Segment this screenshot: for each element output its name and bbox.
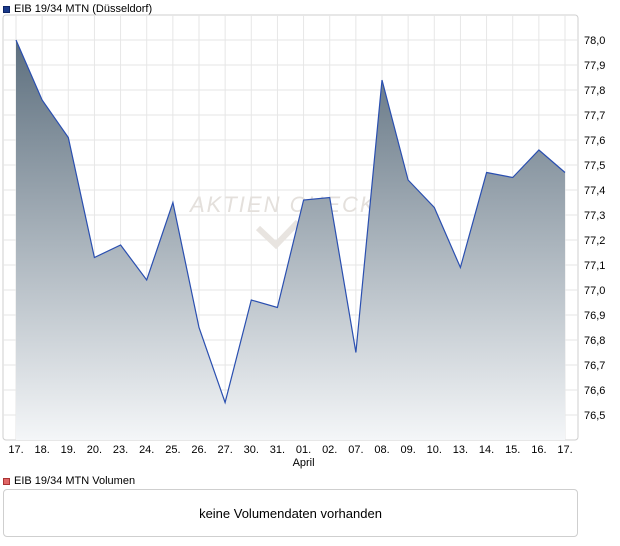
y-tick-label: 77,0 — [584, 285, 605, 297]
y-axis: 78,0 77,9 77,8 77,7 77,6 77,5 77,4 77,3 77,2 77,1… — [584, 35, 605, 422]
x-tick-label: 01. — [296, 444, 311, 456]
y-tick-label: 76,8 — [584, 335, 605, 347]
volume-legend-swatch — [3, 477, 10, 485]
x-tick-label: 13. — [453, 444, 468, 456]
x-tick-month-label: April — [293, 457, 315, 469]
x-tick-label: 20. — [87, 444, 102, 456]
x-tick-label: 09. — [400, 444, 415, 456]
price-chart: AKTIEN CHECK 78,0 77,9 77,8 77,7 77,6 77,5 77,… — [2, 14, 605, 469]
y-tick-label: 77,5 — [584, 160, 605, 172]
volume-empty-message: keine Volumendaten vorhanden — [199, 505, 382, 521]
y-tick-label: 77,3 — [584, 210, 605, 222]
y-tick-label: 77,8 — [584, 85, 605, 97]
y-tick-label: 77,2 — [584, 235, 605, 247]
x-tick-label: 30. — [244, 444, 259, 456]
x-tick-label: 16. — [531, 444, 546, 456]
price-legend-label: EIB 19/34 MTN (Düsseldorf) — [14, 3, 153, 15]
x-tick-label: 18. — [34, 444, 49, 456]
volume-legend-label: EIB 19/34 MTN Volumen — [14, 475, 136, 487]
x-tick-label: 17. — [557, 444, 572, 456]
volume-legend: EIB 19/34 MTN Volumen — [3, 475, 135, 487]
x-tick-label: 25. — [165, 444, 180, 456]
watermark-check-icon — [255, 219, 301, 250]
x-tick-label: 02. — [322, 444, 337, 456]
x-tick-label: 08. — [374, 444, 389, 456]
x-tick-label: 27. — [217, 444, 232, 456]
y-tick-label: 77,9 — [584, 60, 605, 72]
price-line — [15, 39, 566, 405]
y-tick-label: 77,6 — [584, 135, 605, 147]
price-legend-swatch — [3, 5, 10, 13]
x-tick-label: 14. — [479, 444, 494, 456]
volume-panel: keine Volumendaten vorhanden — [3, 489, 578, 537]
x-tick-label: 15. — [505, 444, 520, 456]
y-tick-label: 77,1 — [584, 260, 605, 272]
x-axis: 17. 18. 19. 20. 23. 24. 25. 26. 27. 30. 31. 01.Apri… — [8, 444, 572, 469]
price-area — [16, 40, 565, 440]
x-tick-label: 23. — [113, 444, 128, 456]
y-tick-label: 77,4 — [584, 185, 605, 197]
y-tick-label: 76,7 — [584, 360, 605, 372]
watermark: AKTIEN CHECK — [188, 192, 377, 217]
x-tick-label: 26. — [191, 444, 206, 456]
x-tick-label: 10. — [427, 444, 442, 456]
x-tick-label: 31. — [270, 444, 285, 456]
y-tick-label: 76,9 — [584, 310, 605, 322]
x-tick-label: 24. — [139, 444, 154, 456]
y-tick-label: 76,5 — [584, 410, 605, 422]
x-tick-label: 19. — [61, 444, 76, 456]
x-tick-label: 17. — [8, 444, 23, 456]
price-legend: EIB 19/34 MTN (Düsseldorf) — [3, 3, 152, 15]
y-tick-label: 78,0 — [584, 35, 605, 47]
y-tick-label: 76,6 — [584, 385, 605, 397]
x-tick-label: 07. — [348, 444, 363, 456]
y-tick-label: 77,7 — [584, 110, 605, 122]
